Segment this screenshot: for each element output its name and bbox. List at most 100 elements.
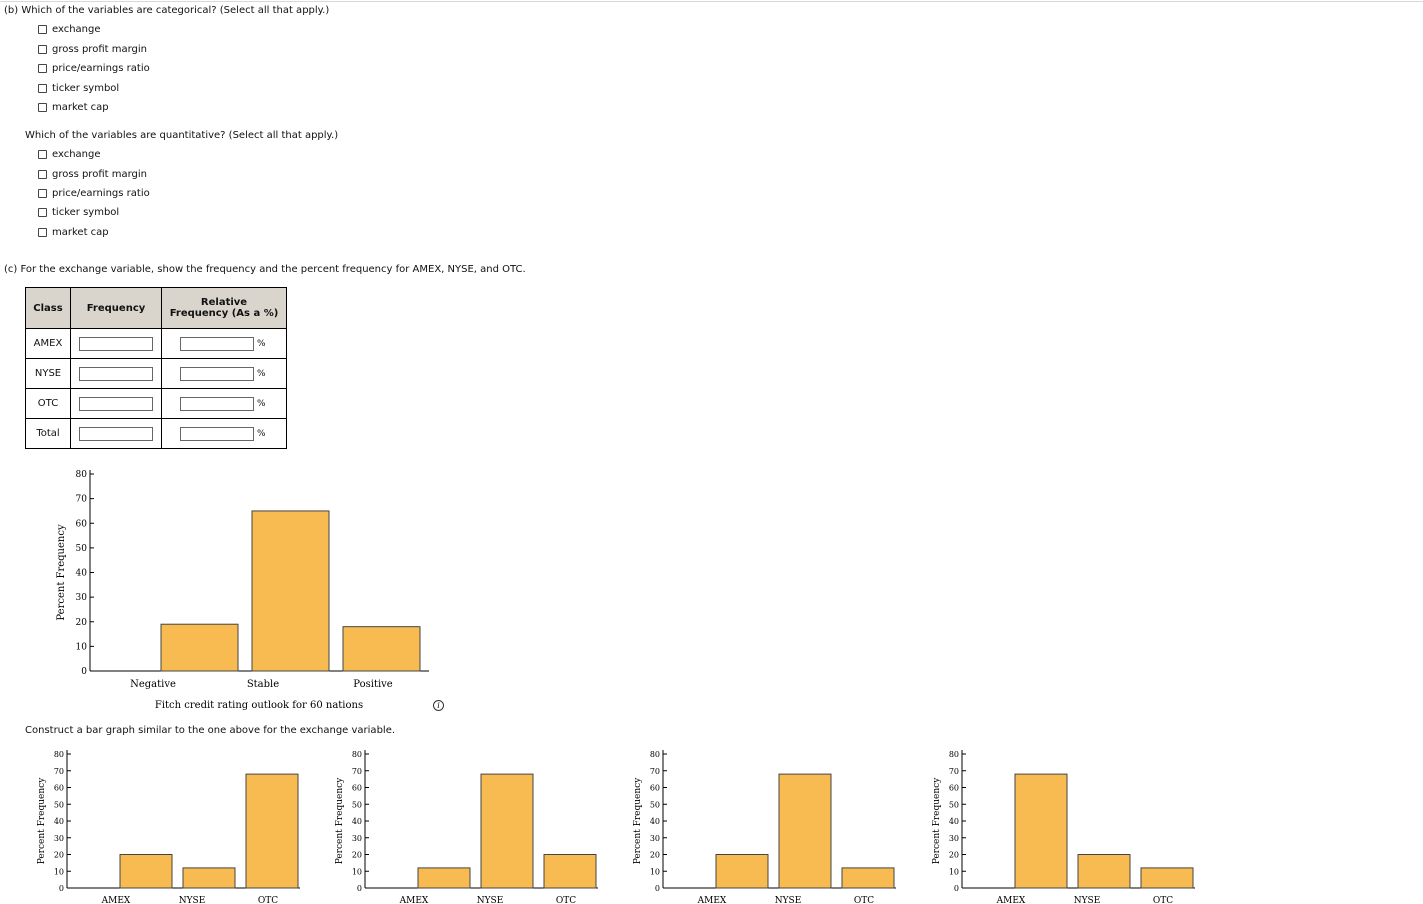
cell-percent: %	[161, 418, 287, 449]
y-axis-label: Percent Frequency	[56, 524, 67, 621]
x-tick-label: OTC	[556, 896, 576, 904]
percent-input-amex[interactable]	[180, 336, 254, 351]
bar	[245, 773, 299, 889]
option-categorical-ticker-symbol[interactable]: ticker symbol	[38, 81, 119, 95]
cell-frequency	[70, 328, 162, 359]
checkbox[interactable]	[38, 83, 47, 93]
header-frequency: Frequency	[70, 287, 162, 329]
checkbox[interactable]	[38, 24, 47, 34]
info-icon[interactable]: i	[433, 700, 444, 711]
y-tick-label: 50	[76, 544, 88, 554]
checkbox[interactable]	[38, 102, 47, 112]
option-quantitative-exchange[interactable]: exchange	[38, 147, 101, 161]
bar	[1014, 773, 1068, 889]
answer-chart-option-4[interactable]: 0 10 20 30 40 50 60 70 80 AMEX NYSE OTC Percent Freq…	[925, 742, 1215, 904]
option-quantitative-market-cap[interactable]: market cap	[38, 225, 109, 239]
y-tick-label: 60	[352, 784, 362, 793]
y-tick-label: 20	[76, 618, 88, 628]
cell-frequency	[70, 418, 162, 449]
table-row: Total %	[25, 418, 287, 449]
y-tick-label: 30	[76, 593, 88, 603]
option-categorical-market-cap[interactable]: market cap	[38, 100, 109, 114]
answer-chart-option-2[interactable]: 0 10 20 30 40 50 60 70 80 AMEX NYSE OTC Percent Freq…	[328, 742, 618, 904]
option-label: gross profit margin	[52, 168, 147, 180]
question-b-categorical: (b) Which of the variables are categoric…	[4, 5, 330, 16]
answer-chart-option-3[interactable]: 0 10 20 30 40 50 60 70 80 AMEX NYSE OTC Percent Freq…	[626, 742, 916, 904]
checkbox[interactable]	[38, 227, 47, 237]
row-class-nyse: NYSE	[25, 358, 71, 389]
y-tick-label: 50	[352, 800, 362, 809]
option-label: ticker symbol	[52, 206, 120, 218]
checkbox[interactable]	[38, 207, 47, 217]
construct-prompt: Construct a bar graph similar to the one…	[25, 725, 396, 736]
y-tick-label: 80	[650, 750, 660, 759]
x-tick-label: OTC	[1153, 896, 1173, 904]
header-relative-line1: Relative	[200, 297, 248, 308]
percent-input-total[interactable]	[180, 426, 254, 441]
checkbox[interactable]	[38, 63, 47, 73]
checkbox[interactable]	[38, 169, 47, 179]
y-tick-label: 40	[76, 569, 88, 579]
option-categorical-exchange[interactable]: exchange	[38, 22, 101, 36]
y-tick-label: 10	[54, 867, 64, 876]
header-relative-line2: Frequency (As a %)	[169, 308, 279, 319]
y-tick-label: 20	[949, 851, 959, 860]
checkbox[interactable]	[38, 44, 47, 54]
y-tick-label: 60	[949, 784, 959, 793]
row-class-amex: AMEX	[25, 328, 71, 359]
bar	[715, 854, 769, 889]
y-tick-label: 20	[650, 851, 660, 860]
option-label: ticker symbol	[52, 82, 120, 94]
y-tick-label: 30	[949, 834, 959, 843]
y-tick-label: 0	[59, 884, 64, 893]
option-quantitative-ticker-symbol[interactable]: ticker symbol	[38, 205, 119, 219]
y-tick-label: 40	[352, 817, 362, 826]
bar	[543, 854, 597, 889]
x-tick-label: AMEX	[399, 896, 429, 904]
percent-symbol: %	[257, 338, 266, 349]
option-label: gross profit margin	[52, 43, 147, 55]
y-tick-label: 60	[650, 784, 660, 793]
y-tick-label: 40	[650, 817, 660, 826]
x-tick-label: AMEX	[101, 896, 131, 904]
frequency-input-amex[interactable]	[79, 336, 153, 351]
y-tick-label: 50	[54, 800, 64, 809]
x-tick-label: NYSE	[775, 896, 802, 904]
y-tick-label: 80	[352, 750, 362, 759]
option-quantitative-pe-ratio[interactable]: price/earnings ratio	[38, 186, 150, 200]
y-tick-label: 80	[54, 750, 64, 759]
checkbox[interactable]	[38, 188, 47, 198]
checkbox[interactable]	[38, 149, 47, 159]
option-label: exchange	[52, 148, 101, 160]
percent-input-nyse[interactable]	[180, 366, 254, 381]
frequency-input-total[interactable]	[79, 426, 153, 441]
answer-chart-option-1[interactable]: 0 10 20 30 40 50 60 70 80 AMEX NYSE OTC Percent Freq…	[30, 742, 320, 904]
frequency-input-nyse[interactable]	[79, 366, 153, 381]
x-axis-label: Fitch credit rating outlook for 60 natio…	[155, 700, 363, 711]
percent-input-otc[interactable]	[180, 396, 254, 411]
frequency-table: Class Frequency Relative Frequency (As a…	[25, 287, 287, 449]
y-tick-label: 70	[650, 767, 660, 776]
option-label: market cap	[52, 226, 109, 238]
question-b-quantitative: Which of the variables are quantitative?…	[25, 130, 339, 141]
percent-symbol: %	[257, 398, 266, 409]
x-tick-label: NYSE	[477, 896, 504, 904]
y-axis-label: Percent Frequency	[335, 777, 345, 865]
cell-frequency	[70, 388, 162, 419]
option-quantitative-gross-profit-margin[interactable]: gross profit margin	[38, 167, 147, 181]
y-tick-label: 60	[76, 519, 88, 529]
bar	[251, 510, 330, 672]
table-row: OTC %	[25, 388, 287, 419]
option-label: price/earnings ratio	[52, 187, 150, 199]
y-tick-label: 0	[655, 884, 660, 893]
bar	[1077, 854, 1131, 889]
option-categorical-pe-ratio[interactable]: price/earnings ratio	[38, 61, 150, 75]
y-tick-label: 40	[949, 817, 959, 826]
y-tick-label: 60	[54, 784, 64, 793]
frequency-input-otc[interactable]	[79, 396, 153, 411]
y-tick-label: 50	[949, 800, 959, 809]
y-tick-label: 70	[352, 767, 362, 776]
option-categorical-gross-profit-margin[interactable]: gross profit margin	[38, 42, 147, 56]
table-row: AMEX %	[25, 328, 287, 359]
y-tick-label: 10	[949, 867, 959, 876]
